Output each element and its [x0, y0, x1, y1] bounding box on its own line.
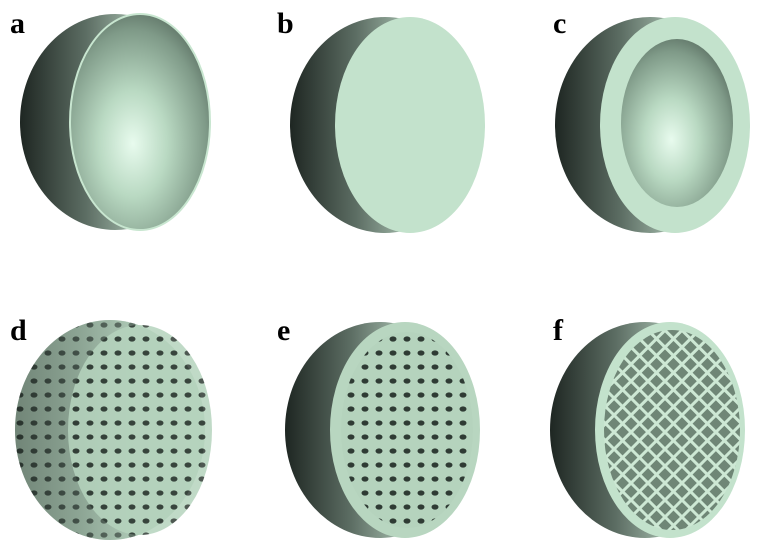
- panel-c: [555, 17, 750, 233]
- panel-a: [20, 14, 210, 230]
- panel-e: [285, 322, 480, 538]
- panel-label: d: [10, 314, 27, 347]
- figure: a b c d e f: [0, 0, 757, 550]
- panel-b: [290, 17, 485, 233]
- panel-d: [15, 320, 212, 540]
- panel-label: a: [10, 7, 25, 40]
- panel-label: c: [553, 7, 566, 40]
- panel-label: e: [277, 314, 290, 347]
- panel-f: [550, 322, 745, 538]
- panel-label: f: [553, 314, 564, 347]
- panel-label: b: [277, 7, 294, 40]
